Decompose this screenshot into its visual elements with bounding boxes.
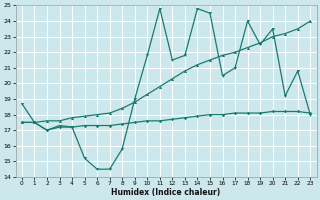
X-axis label: Humidex (Indice chaleur): Humidex (Indice chaleur) [111,188,221,197]
